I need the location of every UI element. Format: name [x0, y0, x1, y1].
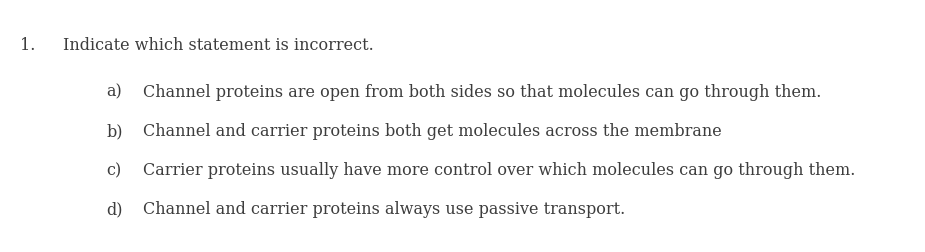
Text: Channel and carrier proteins both get molecules across the membrane: Channel and carrier proteins both get mo… [143, 122, 722, 140]
Text: b): b) [106, 122, 123, 140]
Text: 1.: 1. [20, 37, 36, 54]
Text: Carrier proteins usually have more control over which molecules can go through t: Carrier proteins usually have more contr… [143, 162, 856, 179]
Text: Channel and carrier proteins always use passive transport.: Channel and carrier proteins always use … [143, 201, 625, 218]
Text: c): c) [106, 162, 121, 179]
Text: d): d) [106, 201, 123, 218]
Text: a): a) [106, 83, 122, 101]
Text: Channel proteins are open from both sides so that molecules can go through them.: Channel proteins are open from both side… [143, 83, 821, 101]
Text: Indicate which statement is incorrect.: Indicate which statement is incorrect. [63, 37, 374, 54]
